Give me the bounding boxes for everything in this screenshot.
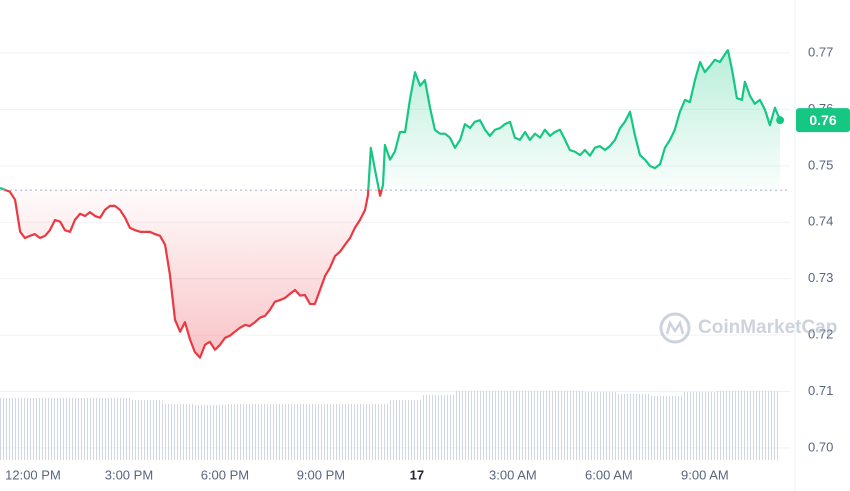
price-pill — [796, 108, 850, 133]
volume-bar — [292, 404, 326, 460]
watermark-text: CoinMarketCap — [698, 317, 837, 338]
volume-bar — [227, 404, 261, 460]
volume-bar — [65, 398, 98, 460]
x-tick-label: 6:00 AM — [585, 467, 633, 482]
last-point — [776, 116, 785, 125]
price-line — [0, 49, 782, 359]
volume-bar — [325, 404, 358, 460]
y-tick-label: 0.74 — [808, 214, 833, 229]
volume-bar — [487, 391, 521, 460]
volume-bar — [617, 394, 651, 460]
volume-bar — [552, 391, 586, 460]
x-tick-label: 9:00 AM — [681, 467, 729, 482]
x-tick-label: 3:00 PM — [105, 467, 153, 482]
volume-bar — [520, 391, 553, 460]
watermark: CoinMarketCap — [659, 312, 837, 344]
volume-bar — [130, 400, 163, 460]
price-label: 0.76 — [809, 112, 836, 128]
volume-bar — [650, 396, 683, 460]
volume-bar — [195, 405, 228, 460]
volume-bar — [682, 392, 716, 460]
volume-bar — [585, 392, 618, 460]
x-tick-label: 3:00 AM — [489, 467, 537, 482]
volume-bar — [390, 400, 423, 460]
volume-bar — [715, 391, 748, 460]
x-tick-label: 17 — [410, 467, 424, 482]
volume-bar — [162, 404, 196, 460]
volume-bar — [0, 398, 33, 460]
y-tick-label: 0.71 — [808, 383, 833, 398]
y-tick-label: 0.73 — [808, 270, 833, 285]
y-tick-label: 0.72 — [808, 327, 833, 342]
area — [0, 50, 781, 358]
x-tick-label: 9:00 PM — [297, 467, 345, 482]
volume-bar — [260, 404, 293, 460]
y-tick-label: 0.75 — [808, 157, 833, 172]
x-tick-label: 6:00 PM — [201, 467, 249, 482]
volume-bar — [357, 404, 391, 460]
y-tick-label: 0.70 — [808, 439, 833, 454]
volume-bar — [747, 391, 781, 460]
volume-bar — [455, 391, 488, 460]
x-tick-label: 12:00 PM — [5, 467, 61, 482]
volume-bar — [422, 395, 456, 460]
volume-bar — [32, 398, 66, 460]
y-tick-label: 0.77 — [808, 44, 833, 59]
volume-bar — [97, 398, 131, 460]
